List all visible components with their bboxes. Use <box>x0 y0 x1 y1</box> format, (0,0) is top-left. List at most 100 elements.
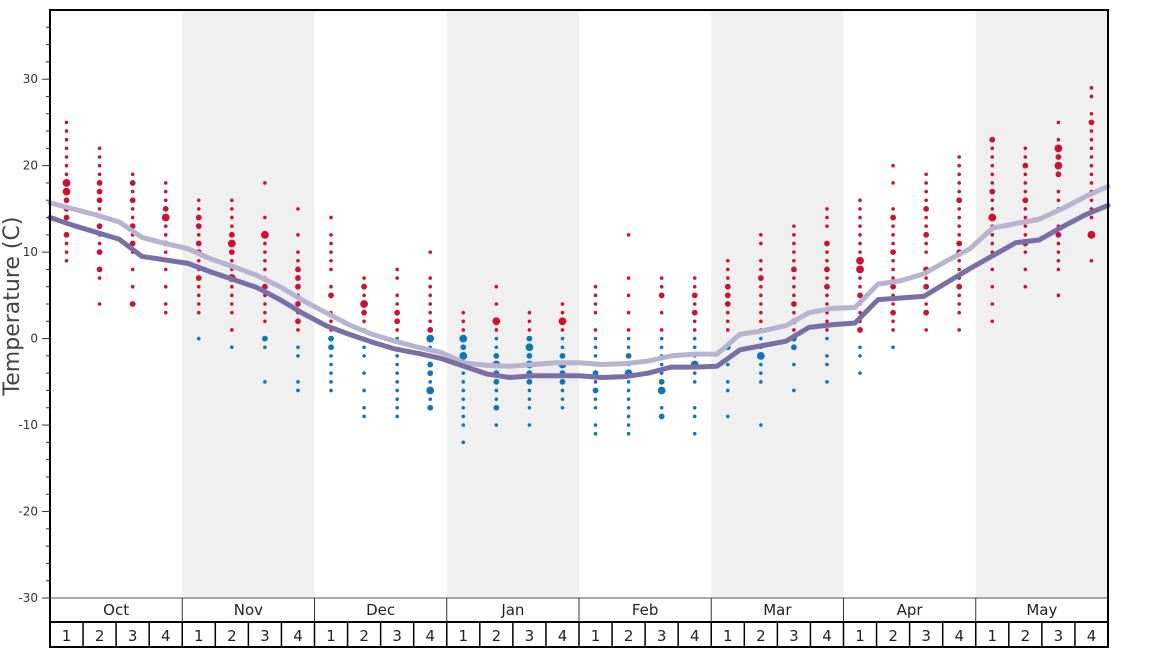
cold-dot <box>461 380 466 384</box>
cold-dot <box>560 336 565 341</box>
warm-dot <box>329 258 333 263</box>
warm-dot <box>196 293 201 298</box>
cold-dot <box>459 334 468 343</box>
warm-dot <box>990 302 995 306</box>
cold-dot <box>329 362 333 367</box>
warm-dot <box>725 319 730 324</box>
warm-dot <box>64 137 69 142</box>
cold-dot <box>593 336 598 341</box>
cold-dot <box>362 354 366 358</box>
warm-dot <box>792 233 796 237</box>
warm-dot <box>725 310 730 315</box>
warm-dot <box>1056 293 1061 298</box>
cold-dot <box>825 380 829 384</box>
cold-dot <box>825 354 829 358</box>
cold-dot <box>858 371 862 375</box>
warm-dot <box>891 207 895 211</box>
week-label: 4 <box>1087 627 1097 645</box>
warm-dot <box>924 302 928 306</box>
warm-dot <box>891 302 895 306</box>
warm-dot <box>891 267 895 272</box>
warm-dot <box>923 231 930 238</box>
cold-dot <box>426 386 435 395</box>
warm-dot <box>1089 258 1094 263</box>
warm-dot <box>329 215 333 220</box>
warm-dot <box>428 276 433 280</box>
warm-dot <box>824 240 830 247</box>
cold-dot <box>461 405 466 410</box>
warm-dot <box>1056 258 1061 263</box>
week-label: 2 <box>95 627 105 645</box>
warm-dot <box>957 267 962 272</box>
warm-dot <box>1089 111 1094 116</box>
warm-dot <box>1056 198 1061 203</box>
warm-dot <box>858 198 862 203</box>
warm-dot <box>163 284 168 289</box>
warm-dot <box>858 276 862 280</box>
cold-dot <box>792 388 796 393</box>
cold-dot <box>526 352 533 359</box>
warm-dot <box>858 224 862 228</box>
warm-dot <box>230 293 234 298</box>
warm-dot <box>825 224 829 228</box>
warm-dot <box>1023 284 1028 289</box>
warm-dot <box>130 267 135 272</box>
warm-dot <box>428 310 433 315</box>
warm-dot <box>957 310 962 315</box>
warm-dot <box>1089 181 1094 185</box>
warm-dot <box>163 224 168 228</box>
warm-dot <box>792 241 796 246</box>
warm-dot <box>1023 233 1028 237</box>
cold-dot <box>626 423 631 427</box>
warm-dot <box>759 241 763 246</box>
warm-dot <box>725 328 730 332</box>
warm-dot <box>990 241 995 246</box>
cold-dot <box>725 380 730 384</box>
warm-dot <box>593 293 598 298</box>
cold-dot <box>759 423 763 427</box>
warm-dot <box>1054 144 1063 153</box>
warm-dot <box>427 327 434 333</box>
warm-dot <box>64 172 69 177</box>
warm-dot <box>196 310 201 315</box>
cold-dot <box>692 405 697 410</box>
warm-dot <box>724 283 731 290</box>
warm-dot <box>825 215 829 220</box>
warm-dot <box>659 310 664 315</box>
cold-dot <box>230 345 234 350</box>
warm-dot <box>461 328 466 332</box>
warm-dot <box>63 197 70 204</box>
cold-dot <box>659 362 664 367</box>
warm-dot <box>725 258 730 263</box>
warm-dot <box>295 275 301 281</box>
week-label: 2 <box>888 627 898 645</box>
cold-dot <box>792 362 796 367</box>
month-label-dec: Dec <box>366 601 395 619</box>
warm-dot <box>792 310 796 315</box>
cold-dot <box>263 345 267 350</box>
cold-dot <box>426 334 435 343</box>
cold-dot <box>659 336 664 341</box>
cold-dot <box>329 371 333 375</box>
warm-dot <box>792 276 796 280</box>
cold-dot <box>395 405 399 410</box>
warm-dot <box>560 310 565 315</box>
warm-dot <box>129 180 136 186</box>
month-shade-mar <box>711 10 844 598</box>
warm-dot <box>957 233 962 237</box>
cold-dot <box>725 362 730 367</box>
warm-dot <box>957 155 962 159</box>
warm-dot <box>263 267 267 272</box>
cold-dot <box>593 405 598 410</box>
warm-dot <box>296 258 300 263</box>
warm-dot <box>558 317 567 326</box>
warm-dot <box>230 310 234 315</box>
warm-dot <box>692 302 697 306</box>
warm-dot <box>64 146 69 151</box>
warm-dot <box>1023 207 1028 211</box>
month-shade-jan <box>446 10 579 598</box>
month-label-oct: Oct <box>103 601 129 619</box>
warm-dot <box>593 328 598 332</box>
warm-dot <box>96 188 103 195</box>
week-label: 2 <box>492 627 502 645</box>
